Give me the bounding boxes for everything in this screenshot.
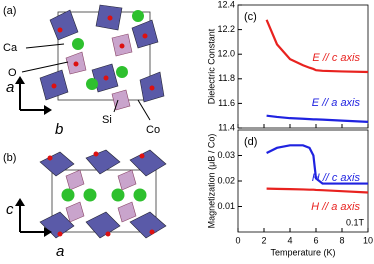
atom-label: Si	[102, 114, 112, 126]
y-tick-label: 11.4	[218, 122, 235, 132]
y-tick-label: 12.4	[217, 0, 235, 9]
y-axis-label: Dielectric Constant	[206, 28, 216, 104]
y-tick-label: 0.03	[217, 150, 235, 160]
panel-label: (a)	[3, 5, 16, 17]
atom-label: O	[8, 67, 17, 79]
x-tick-label: 4	[287, 235, 292, 245]
y-axis-label: Magnetization (μB / Co)	[206, 134, 216, 229]
legend-label: H // c axis	[312, 172, 361, 184]
structure-a	[15, 4, 165, 121]
structure-b	[15, 149, 167, 239]
x-tick-label: 6	[313, 235, 318, 245]
plot-frame	[237, 4, 369, 129]
legend-label: E // c axis	[312, 52, 360, 64]
axis-label: a	[6, 79, 14, 96]
y-tick-label: 12.0	[217, 49, 235, 59]
y-tick-label: 0.01	[217, 201, 235, 211]
legend-label: H // a axis	[311, 201, 360, 213]
atom-label: Ca	[3, 42, 18, 54]
axis-label: c	[6, 201, 14, 218]
series-line	[265, 19, 369, 74]
y-tick-label: 0.02	[217, 175, 235, 185]
y-tick-label: 11.8	[218, 73, 235, 83]
series-line	[266, 114, 369, 123]
series-line	[266, 144, 368, 185]
x-axis-label: Temperature (K)	[270, 247, 335, 257]
x-tick-label: 10	[363, 235, 373, 245]
x-tick-label: 2	[261, 235, 266, 245]
x-tick-label: 0	[235, 235, 240, 245]
y-tick-label: 12.2	[217, 24, 235, 34]
atom-label: Co	[146, 124, 160, 136]
axis-label: a	[56, 243, 64, 260]
panel-label: (b)	[3, 152, 16, 164]
series-line	[266, 187, 369, 194]
panel-label: (c)	[244, 11, 257, 23]
x-tick-label: 8	[339, 235, 344, 245]
panel-label: (d)	[244, 136, 257, 148]
legend-label: E // a axis	[312, 97, 361, 109]
y-tick-label: 11.6	[218, 98, 235, 108]
axis-label: b	[55, 121, 63, 138]
annotation: 0.1T	[346, 217, 365, 227]
